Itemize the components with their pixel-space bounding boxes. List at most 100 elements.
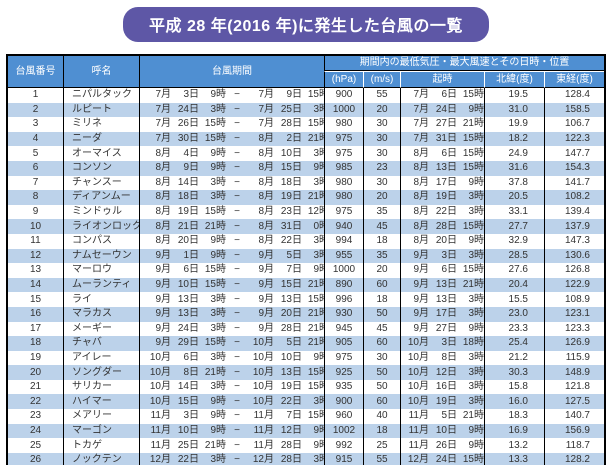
occurrence-time-part: 9月 [413,293,429,305]
period-part: 8月 [155,176,171,188]
typhoon-period: 7月 3日 9時− 7月 9日 15時 [139,88,324,103]
longitude: 130.6 [544,248,604,264]
table-row: 22ハイマー10月15日9時−10月22日3時9006010月19日3時16.0… [8,394,604,410]
period-part: 8月 [258,162,274,174]
period-part: 9月 [155,308,171,320]
occurrence-time-part: 19日 [435,191,457,203]
period-part: 21時 [307,191,324,203]
table-row: 2ルピート7月24日3時−7月25日3時1000207月24日9時31.0158… [8,102,604,118]
typhoon-name: チャンスー [63,175,139,191]
table-row: 5 オーマイス 8月 4日 9時− 8月 10日 3時97530 8月 6日 15時24.9147.… [8,146,604,161]
period-part: 25日 [280,103,302,115]
occurrence-time-part: 7月 [413,133,429,145]
period-part: 3時 [210,322,226,334]
max-wind: 30 [363,350,400,366]
min-pressure: 992 [324,438,363,453]
period-part: 7月 [258,89,274,101]
occurrence-time-part: 8月 [413,206,429,218]
occurrence-time-part: 11月 [408,410,429,422]
occurrence-time-part: 3時 [468,191,484,203]
typhoon-table-body: 1ニパルタック7月3日9時−7月9日15時900557月6日15時19.5128… [8,88,604,465]
period-part: 15時 [307,118,324,130]
typhoon-number: 23 [29,410,42,422]
occurrence-time-part: 8月 [413,235,429,247]
max-wind: 20 [363,102,400,118]
table-row: 20ソングダー10月8日21時−10月13日15時9255010月12日3時30… [8,365,604,380]
period-part: 31日 [280,220,302,232]
occurrence-time-part: 6日 [441,264,457,276]
occurrence-time-part: 3日 [441,249,457,261]
typhoon-period: 8月 19日 15時− 8月 23日 12時 [139,204,324,220]
typhoon-name: ミンドゥル [63,204,139,220]
typhoon-number: 8 [8,190,63,205]
typhoon-name: サリカー [63,379,139,395]
max-wind: 60 [363,394,400,410]
occurrence-time-part: 9時 [468,424,484,436]
period-part: 9月 [258,293,274,305]
longitude: 141.7 [544,175,604,191]
period-part: 9時 [313,351,324,363]
typhoon-name: ライ [63,292,139,307]
period-part: 8月 [258,206,274,218]
period-part: 11月 [253,410,274,422]
occurrence-time-part: 28日 [435,220,457,232]
longitude: 108.2 [544,190,604,205]
table-row: 4ニーダ7月30日15時−8月2日21時975307月31日15時18.2122… [8,131,604,147]
period-part: 10月 [149,366,171,378]
period-part: 10日 [177,424,199,436]
latitude: 32.9 [484,233,544,249]
period-part: 10月 [252,366,274,378]
period-part: 3時 [313,395,324,407]
latitude: 31.6 [484,160,544,176]
period-part: 8月 [155,206,171,218]
page-title: 平成 28 年(2016 年)に発生した台風の一覧 [123,7,489,42]
period-part: 13日 [177,293,199,305]
period-part: 9時 [313,264,324,276]
max-wind: 23 [363,160,400,176]
max-wind: 35 [363,248,400,264]
table-row: 3ミリネ7月26日15時−7月28日15時980307月27日21時19.910… [8,117,604,132]
occurrence-time: 10月 3日 18時 [400,336,484,351]
min-pressure: 955 [324,248,363,264]
longitude: 156.9 [544,423,604,439]
typhoon-name: マラカス [63,306,139,322]
period-part: 15時 [204,133,226,145]
occurrence-time-part: 15時 [462,89,484,101]
occurrence-time-part: 15時 [462,147,484,159]
occurrence-time-part: 13日 [435,279,457,291]
period-part: 12時 [307,206,324,218]
period-part: 10月 [252,337,274,349]
period-part: 21時 [307,337,324,349]
min-pressure: 975 [324,146,363,161]
typhoon-name: ライオンロック [63,219,139,234]
occurrence-time-part: 9時 [468,176,484,188]
period-part: 3時 [210,176,226,188]
table-row: 17 メーギー 9月 24日 3時− 9月 28日 21時94545 9月 27日 9時23.312… [8,321,604,337]
occurrence-time-part: 17日 [435,308,457,320]
period-part: 9月 [258,249,274,261]
typhoon-name: ニパルタック [63,88,139,103]
occurrence-time-part: 13日 [435,293,457,305]
period-part: 8月 [258,133,274,145]
period-part: 15時 [204,337,226,349]
typhoon-number: 10 [8,219,63,234]
period-part: 10日 [280,351,302,363]
period-part: 21時 [307,279,324,291]
typhoon-name: ミリネ [63,117,139,132]
period-separator: − [234,220,240,232]
typhoon-number: 5 [32,147,39,159]
table-row: 23メアリー11月3日9時−11月7日15時9604011月5日21時18.31… [8,409,604,424]
period-part: 11月 [150,410,171,422]
occurrence-time-part: 11月 [408,424,429,436]
occurrence-time-part: 3時 [468,366,484,378]
period-separator: − [234,235,240,247]
typhoon-period: 9月 1日 9時− 9月 5日 3時 [139,248,324,264]
occurrence-time: 11月 5日 21時 [400,409,484,424]
min-pressure: 975 [324,131,363,147]
col-header-period: 台風期間 [139,56,324,88]
period-part: 9月 [155,279,171,291]
period-part: 21時 [307,133,324,145]
